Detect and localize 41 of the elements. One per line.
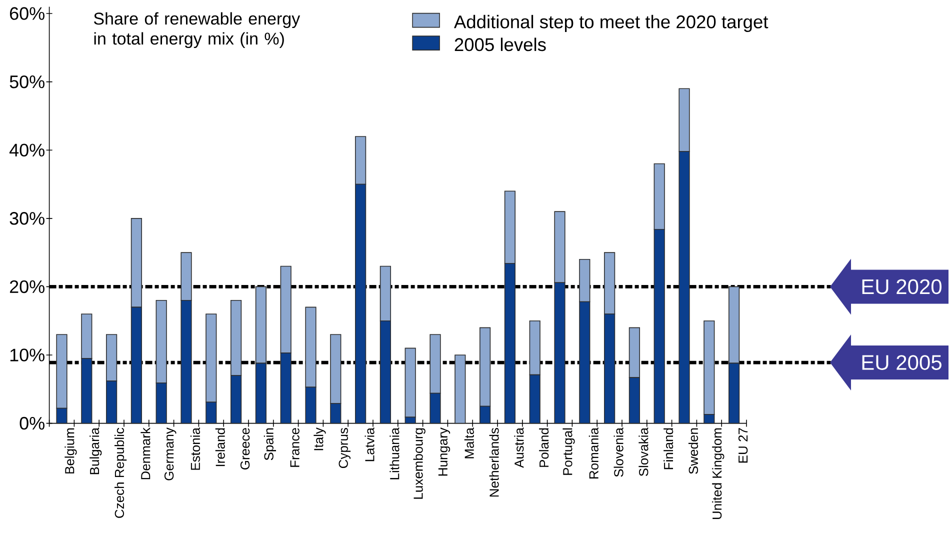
x-tick-label: Denmark	[140, 427, 150, 480]
x-tick-label: Sweden	[688, 428, 698, 474]
x-tick-label: Bulgaria	[90, 428, 102, 474]
ref-line-label: EU 2020	[862, 279, 942, 294]
x-tick-label: Ireland	[215, 428, 225, 466]
y-tick-label: 10%	[10, 348, 44, 362]
x-tick-label: Cyprus	[338, 428, 351, 468]
y-tick-label: 50%	[10, 75, 44, 88]
ref-line-label: EU 2005	[862, 355, 942, 370]
x-tick-label: France	[290, 428, 300, 467]
legend-label: 2005 levels	[454, 38, 546, 52]
x-tick-label: Luxembourg	[413, 428, 426, 499]
y-tick-label: 20%	[10, 280, 44, 294]
y-tick-label: 30%	[10, 212, 44, 225]
x-tick-label: EU 27	[738, 428, 748, 463]
x-tick-label: Latvia	[364, 428, 374, 462]
x-tick-label: Czech Republic	[114, 428, 127, 518]
x-tick-label: Germany	[164, 428, 176, 480]
y-tick-label: 40%	[9, 144, 44, 156]
x-tick-label: Poland	[539, 428, 549, 467]
text: Share of renewable energy in total energy mix (in %)	[94, 12, 300, 48]
x-tick-label: Portugal	[562, 428, 575, 475]
y-tick-label: 0%	[20, 416, 44, 430]
x-tick-label: Slovenia	[614, 428, 624, 477]
x-tick-label: Spain	[264, 428, 276, 460]
x-tick-label: Italy	[314, 428, 326, 450]
x-tick-label: Slovakia	[638, 428, 648, 476]
y-tick-label: 60%	[10, 7, 44, 20]
x-tick-label: Romania	[588, 428, 598, 478]
x-tick-label: Malta	[464, 428, 474, 458]
x-tick-label: United Kingdom	[712, 428, 724, 519]
bar	[454, 354, 466, 424]
x-tick-label: Belgium	[64, 428, 77, 474]
x-tick-label: Austria	[514, 428, 524, 468]
x-tick-label: Netherlands	[489, 428, 499, 497]
x-tick-label: Lithuania	[390, 428, 400, 480]
x-tick-label: Greece	[240, 428, 250, 470]
x-tick-label: Finland	[664, 428, 674, 470]
x-tick-label: Estonia	[190, 428, 200, 470]
legend-label: Additional step to meet the 2020 target	[454, 14, 768, 32]
x-tick-label: Hungary	[438, 428, 450, 476]
